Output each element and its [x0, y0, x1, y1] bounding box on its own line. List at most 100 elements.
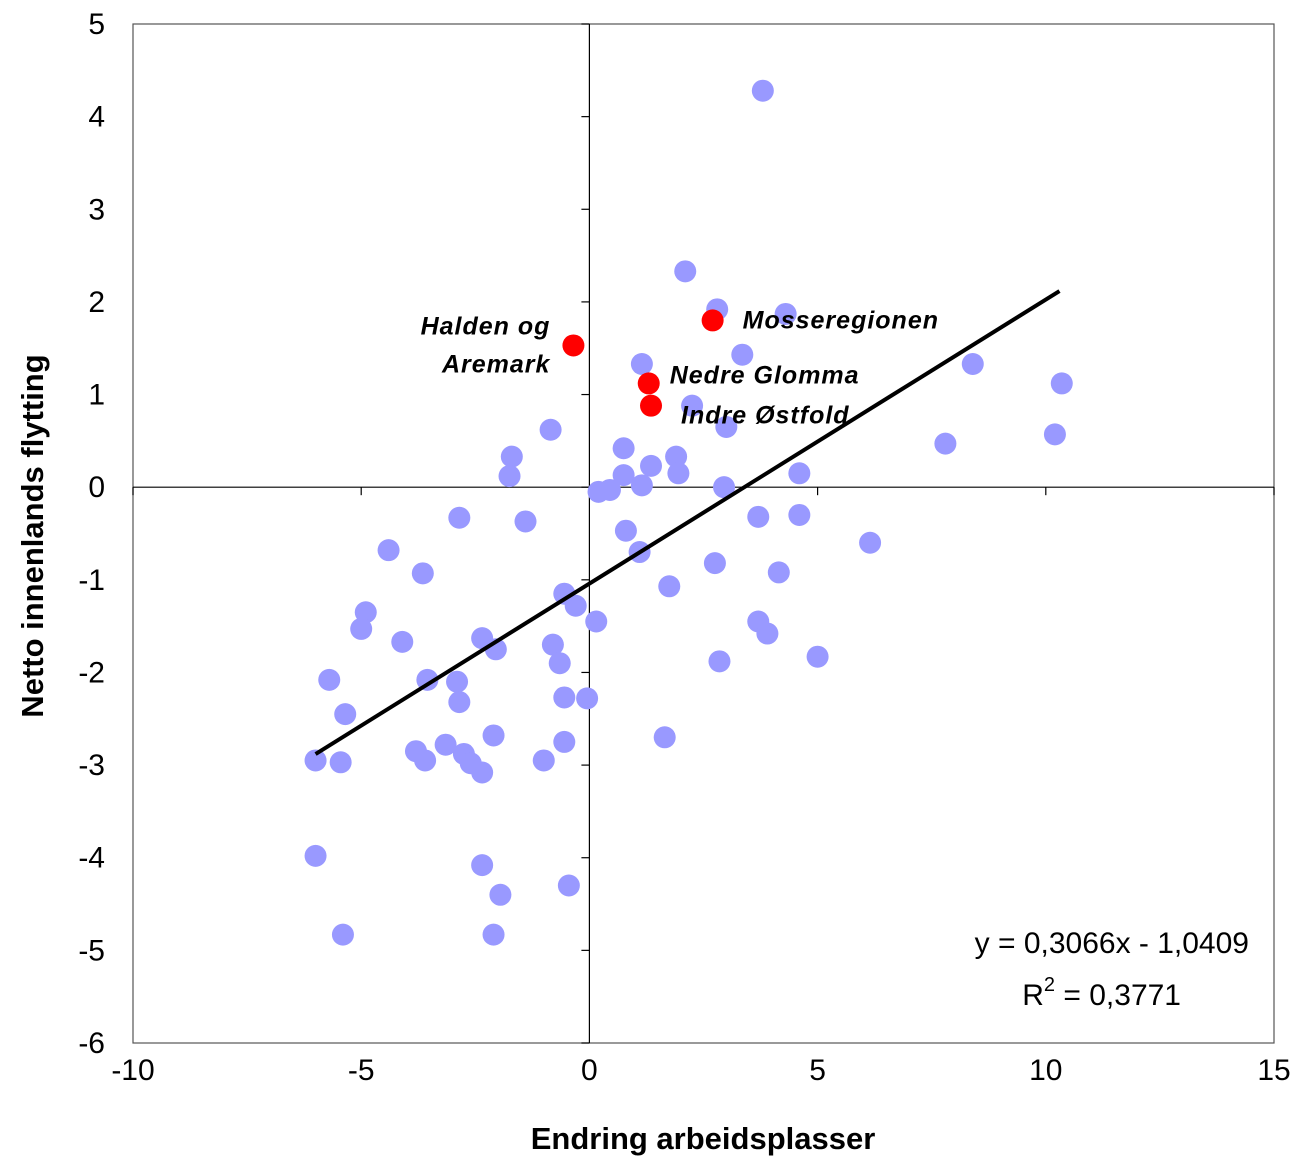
data-point: [715, 415, 738, 438]
x-tick-label: 15: [1257, 1054, 1290, 1087]
data-point: [416, 668, 439, 691]
axes: [132, 23, 1275, 1044]
data-point: [514, 510, 537, 533]
data-point: [350, 617, 373, 640]
data-point: [665, 445, 688, 468]
data-point: [681, 394, 704, 417]
highlight-point: [640, 394, 663, 417]
data-point: [377, 539, 400, 562]
data-point: [674, 260, 697, 283]
data-point: [731, 343, 754, 366]
data-point: [612, 464, 635, 487]
data-point: [489, 883, 512, 906]
data-point: [630, 352, 653, 375]
data-point: [667, 462, 690, 485]
x-tick-label: 0: [581, 1054, 598, 1087]
data-point: [703, 552, 726, 575]
data-point: [806, 645, 829, 668]
data-point: [788, 462, 811, 485]
data-point: [598, 478, 621, 501]
plot-border: [132, 23, 1275, 1044]
y-tick-label: -2: [78, 656, 105, 689]
data-point: [747, 505, 770, 528]
highlight-points: [562, 309, 724, 417]
data-point: [713, 476, 736, 499]
data-point: [788, 503, 811, 526]
point-label: Indre Østfold: [681, 402, 850, 430]
data-point: [331, 923, 354, 946]
data-point: [304, 749, 327, 772]
data-point: [934, 432, 957, 455]
data-point: [304, 844, 327, 867]
data-point: [961, 352, 984, 375]
data-point: [471, 854, 494, 877]
trendline-equation: y = 0,3066x - 1,0409: [975, 927, 1249, 960]
data-point: [411, 562, 434, 585]
y-tick-label: -6: [78, 1027, 105, 1060]
data-point: [1043, 423, 1066, 446]
data-point: [653, 726, 676, 749]
data-point: [630, 474, 653, 497]
x-tick-label: -10: [111, 1054, 154, 1087]
data-point: [751, 79, 774, 102]
data-point: [329, 751, 352, 774]
data-point: [448, 691, 471, 714]
data-point: [557, 874, 580, 897]
point-labels: Halden og Aremark Mosseregionen Nedre Glomm…: [421, 306, 939, 430]
data-point: [859, 531, 882, 554]
data-point: [448, 506, 471, 529]
y-tick-label: 0: [88, 471, 105, 504]
data-points: [304, 79, 1073, 946]
highlight-point: [701, 309, 724, 332]
data-point: [564, 594, 587, 617]
data-point: [576, 687, 599, 710]
point-label: Mosseregionen: [743, 306, 939, 334]
data-point: [1050, 372, 1073, 395]
x-axis-title: Endring arbeidsplasser: [531, 1121, 876, 1156]
y-tick-label: -3: [78, 749, 105, 782]
data-point: [334, 703, 357, 726]
data-point: [482, 923, 505, 946]
y-tick-label: 1: [88, 379, 105, 412]
r-squared: R2 = 0,3771: [1022, 974, 1181, 1012]
data-point: [391, 630, 414, 653]
data-point: [532, 749, 555, 772]
y-tick-label: -1: [78, 564, 105, 597]
y-tick-label: 2: [88, 286, 105, 319]
data-point: [539, 418, 562, 441]
y-tick-label: -5: [78, 934, 105, 967]
highlight-point: [637, 372, 660, 395]
data-point: [318, 668, 341, 691]
data-point: [640, 454, 663, 477]
data-point: [498, 465, 521, 488]
data-point: [434, 733, 457, 756]
plot-area: [132, 23, 1275, 1044]
highlight-point: [562, 334, 585, 357]
x-tick-label: 10: [1029, 1054, 1062, 1087]
data-point: [553, 730, 576, 753]
data-point: [482, 724, 505, 747]
y-axis-title: Netto innenlands flytting: [15, 354, 50, 717]
data-point: [774, 302, 797, 325]
data-point: [708, 650, 731, 673]
data-point: [541, 633, 564, 656]
trendline: [314, 289, 1061, 756]
data-point: [658, 575, 681, 598]
data-point: [446, 670, 469, 693]
point-label: Nedre Glomma: [670, 361, 860, 389]
y-tick-label: 5: [88, 8, 105, 41]
data-point: [500, 445, 523, 468]
data-point: [548, 652, 571, 675]
data-point: [767, 561, 790, 584]
data-point: [354, 601, 377, 624]
data-point: [612, 437, 635, 460]
data-point: [471, 761, 494, 784]
data-point: [614, 519, 637, 542]
data-point: [756, 622, 779, 645]
x-tick-label: -5: [348, 1054, 375, 1087]
data-point: [553, 686, 576, 709]
y-tick-label: 4: [88, 101, 105, 134]
data-point: [585, 610, 608, 633]
